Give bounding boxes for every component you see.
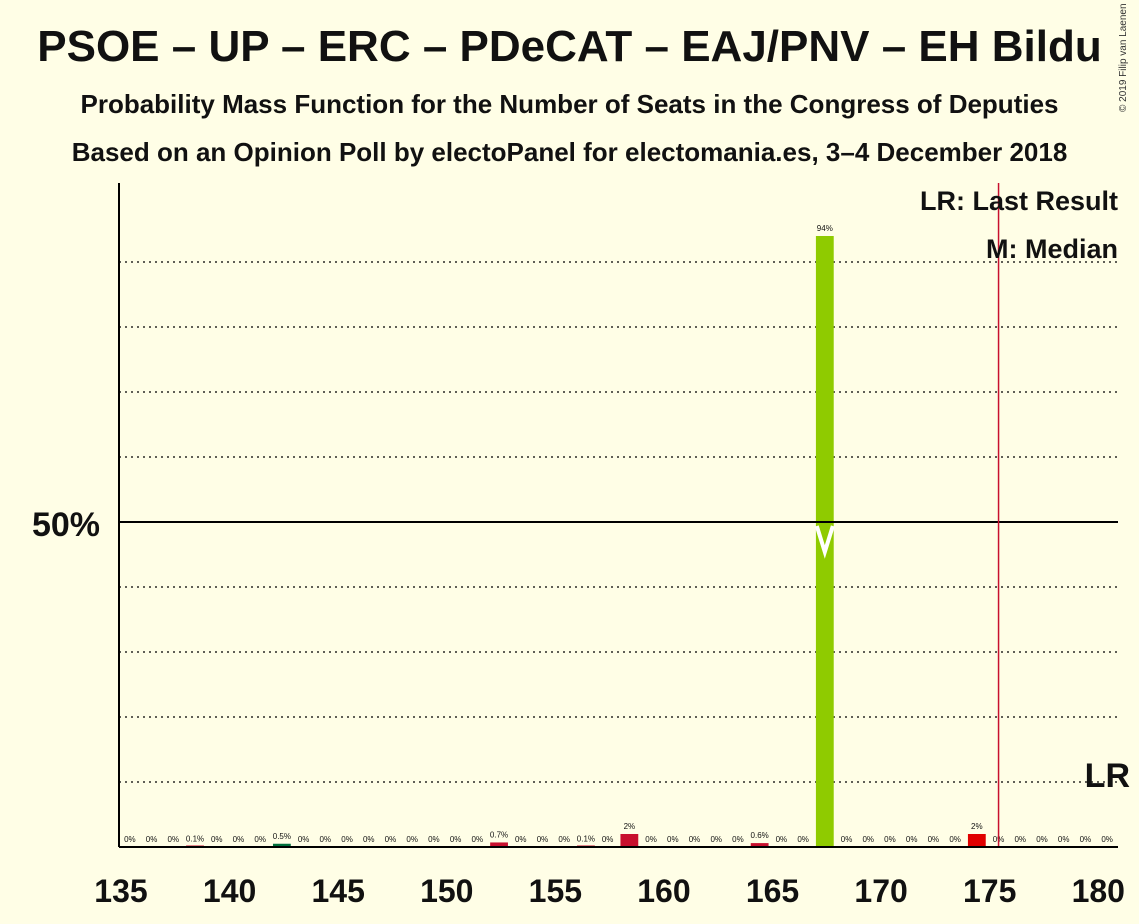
bar-value-label: 0%	[949, 835, 961, 844]
bars-group	[186, 236, 986, 847]
x-tick-label: 180	[1072, 873, 1125, 909]
bar-value-label: 2%	[624, 822, 636, 831]
bar-value-label: 0%	[254, 835, 266, 844]
bar-value-label: 0%	[1014, 835, 1026, 844]
x-tick-label: 145	[311, 873, 364, 909]
bar-labels-group: 0% 0% 0% 0.1% 0% 0% 0% 0.5% 0% 0% 0% 0% 0% 0% 0% 0% 0% 0.…	[124, 224, 1113, 844]
bar-value-label: 0%	[906, 835, 918, 844]
bar	[620, 834, 639, 847]
x-tick-label: 135	[94, 873, 147, 909]
bar	[815, 236, 834, 847]
bar-value-label: 0%	[558, 835, 570, 844]
bar-value-label: 0%	[472, 835, 484, 844]
bar-value-label: 0%	[928, 835, 940, 844]
bar-value-label: 0%	[776, 835, 788, 844]
bar-value-label: 0.1%	[186, 834, 204, 843]
bar-value-label: 0%	[862, 835, 874, 844]
legend-median: M: Median	[986, 234, 1118, 264]
gridlines	[119, 261, 1118, 783]
bar-value-label: 0%	[1036, 835, 1048, 844]
bar-value-label: 0%	[884, 835, 896, 844]
chart-source: Based on an Opinion Poll by electoPanel …	[71, 137, 1068, 167]
x-tick-label: 165	[746, 873, 799, 909]
bar	[967, 834, 986, 847]
bar-value-label: 0.7%	[490, 830, 508, 839]
bar-value-label: 0.5%	[273, 832, 291, 841]
legend-last-result: LR: Last Result	[920, 186, 1118, 216]
bar-value-label: 0%	[146, 835, 158, 844]
bar-value-label: 0%	[1101, 835, 1113, 844]
bar-value-label: 0%	[341, 835, 353, 844]
chart-title: PSOE – UP – ERC – PDeCAT – EAJ/PNV – EH …	[37, 22, 1102, 71]
bar-value-label: 0.1%	[577, 834, 595, 843]
bar-value-label: 0%	[168, 835, 180, 844]
x-tick-labels: 135 140 145 150 155 160 165 170 175 180	[94, 873, 1125, 909]
bar-value-label: 0%	[406, 835, 418, 844]
bar-value-label: 0%	[537, 835, 549, 844]
bar-value-label: 0%	[797, 835, 809, 844]
bar	[272, 843, 291, 847]
chart-subtitle: Probability Mass Function for the Number…	[80, 89, 1059, 119]
bar-value-label: 0%	[211, 835, 223, 844]
bar-value-label: 0%	[841, 835, 853, 844]
bar-value-label: 0%	[233, 835, 245, 844]
bar-value-label: 0%	[428, 835, 440, 844]
bar-value-label: 0%	[710, 835, 722, 844]
bar	[750, 843, 769, 847]
bar-value-label: 0%	[667, 835, 679, 844]
bar-value-label: 0%	[298, 835, 310, 844]
bar-value-label: 0%	[450, 835, 462, 844]
bar-value-label: 0.6%	[751, 831, 769, 840]
bar-value-label: 0%	[1080, 835, 1092, 844]
y-axis-label-50: 50%	[32, 506, 100, 544]
x-tick-label: 170	[854, 873, 907, 909]
median-marker	[814, 525, 835, 559]
bar-value-label: 0%	[645, 835, 657, 844]
bar-value-label: 94%	[817, 224, 833, 233]
x-tick-label: 155	[529, 873, 582, 909]
bar-value-label: 0%	[732, 835, 744, 844]
x-tick-label: 160	[637, 873, 690, 909]
bar-value-label: 2%	[971, 822, 983, 831]
bar-value-label: 0%	[602, 835, 614, 844]
x-tick-label: 150	[420, 873, 473, 909]
bar-value-label: 0%	[515, 835, 527, 844]
bar-value-label: 0%	[124, 835, 136, 844]
bar-value-label: 0%	[320, 835, 332, 844]
bar-value-label: 0%	[385, 835, 397, 844]
bar-value-label: 0%	[689, 835, 701, 844]
x-tick-label: 175	[963, 873, 1016, 909]
bar	[490, 842, 508, 847]
last-result-marker-label: LR	[1085, 757, 1130, 795]
bar-value-label: 0%	[1058, 835, 1070, 844]
x-tick-label: 140	[203, 873, 256, 909]
bar-value-label: 0%	[363, 835, 375, 844]
